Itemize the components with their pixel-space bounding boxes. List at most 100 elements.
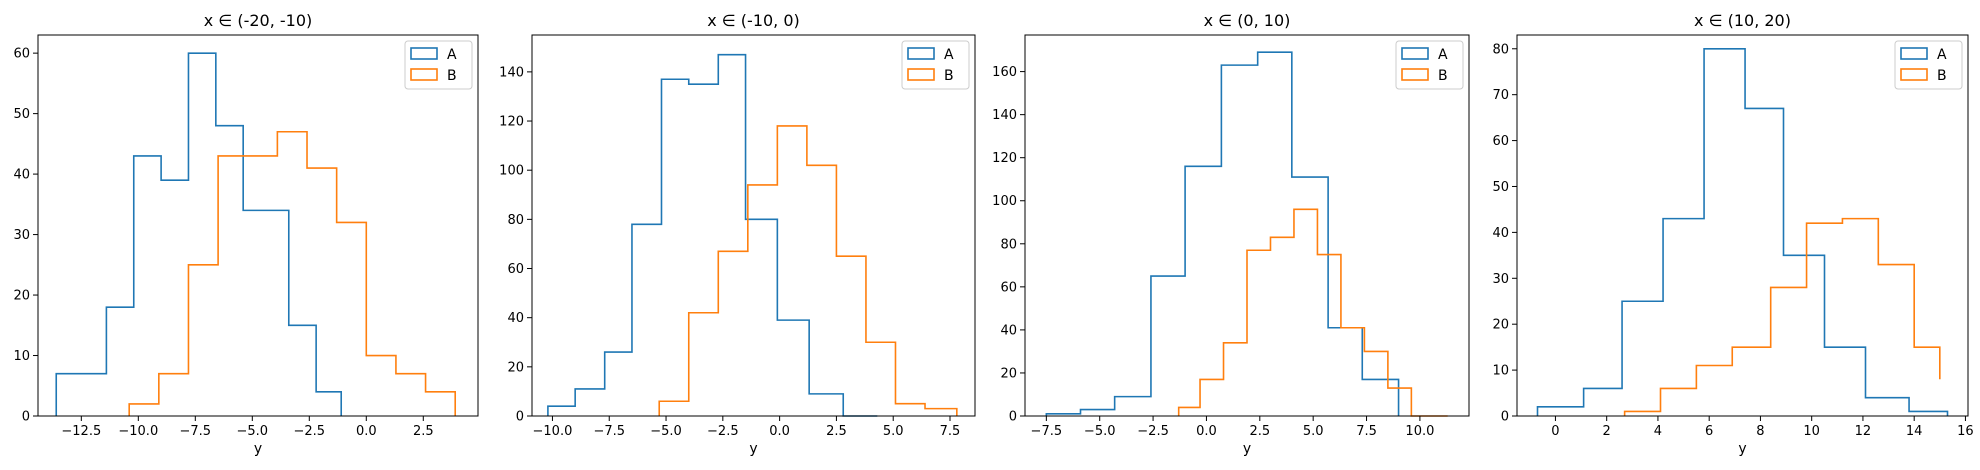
legend-swatch-b <box>1900 68 1928 81</box>
legend: AB <box>901 40 970 90</box>
axes-frame <box>37 34 479 417</box>
y-tick-label: 50 <box>1492 180 1509 195</box>
x-tick-label: 5.0 <box>883 424 904 439</box>
y-tick-label: 80 <box>1492 42 1509 57</box>
legend: AB <box>404 40 473 90</box>
x-tick-label: 0 <box>1551 424 1559 439</box>
chart-panel-3: −7.5 −5.0 −2.5 0.0 2.5 5.0 7.5 10.0 0 20 40 60 80 100… <box>992 11 1470 457</box>
legend-box <box>1395 40 1464 90</box>
y-tick-label: 40 <box>1492 226 1509 241</box>
legend: AB <box>1894 40 1963 90</box>
x-tick-label: −5.0 <box>1084 424 1116 439</box>
legend-label-a: A <box>447 47 457 63</box>
x-tick-label: 14 <box>1906 424 1923 439</box>
series-b-line <box>658 125 958 416</box>
x-tick-label: −5.0 <box>237 424 269 439</box>
legend-swatch-a <box>410 47 438 60</box>
x-tick-label: 2.5 <box>1249 424 1270 439</box>
y-tick-label: 140 <box>499 65 524 80</box>
x-tick-label: −2.5 <box>294 424 326 439</box>
y-tick-label: 30 <box>13 228 30 243</box>
x-tick-label: 2.5 <box>413 424 434 439</box>
x-tick-label: −7.5 <box>180 424 212 439</box>
x-tick-label: −10.0 <box>533 424 573 439</box>
chart-panel-4: 0 2 4 6 8 10 12 14 16 0 10 20 30 40 50 60 70 80 x ∈ (10, 2… <box>1492 11 1973 457</box>
series-b-line <box>1177 208 1448 417</box>
y-tick-label: 80 <box>1000 237 1017 252</box>
axes-frame <box>1516 34 1969 417</box>
x-tick-label: −7.5 <box>1031 424 1063 439</box>
axes-frame <box>1024 34 1470 417</box>
y-tick-label: 60 <box>1000 280 1017 295</box>
y-tick-label: 60 <box>1492 134 1509 149</box>
y-tick-label: 140 <box>992 108 1017 123</box>
y-tick-label: 30 <box>1492 272 1509 287</box>
legend-label-b: B <box>1438 68 1448 84</box>
series-a-line <box>1536 47 1949 416</box>
x-axis-label: y <box>749 441 757 457</box>
legend-swatch-a <box>1401 47 1429 60</box>
y-tick-label: 0 <box>1009 410 1017 425</box>
y-tick-label: 10 <box>1492 364 1509 379</box>
x-tick-label: −10.0 <box>118 424 158 439</box>
legend-swatch-a <box>1900 47 1928 60</box>
x-tick-label: 0.0 <box>769 424 790 439</box>
x-tick-label: 6 <box>1705 424 1713 439</box>
legend-swatch-b <box>1401 68 1429 81</box>
y-tick-label: 160 <box>992 65 1017 80</box>
legend-label-b: B <box>944 68 954 84</box>
x-tick-label: 7.5 <box>1356 424 1377 439</box>
series-b-line <box>128 130 457 416</box>
y-tick-label: 60 <box>13 47 30 62</box>
series-a-line <box>55 52 343 416</box>
chart-title: x ∈ (10, 20) <box>1694 11 1791 30</box>
y-tick-label: 40 <box>1000 323 1017 338</box>
legend-swatch-b <box>907 68 935 81</box>
legend-box <box>901 40 970 90</box>
y-tick-label: 80 <box>507 213 524 228</box>
y-tick-label: 0 <box>1501 410 1509 425</box>
x-tick-label: 8 <box>1756 424 1764 439</box>
x-tick-label: 10.0 <box>1405 424 1434 439</box>
chart-panel-2: −10.0 −7.5 −5.0 −2.5 0.0 2.5 5.0 7.5 0 20 40 60 80 10… <box>499 11 976 457</box>
x-axis-label: y <box>1243 441 1251 457</box>
y-tick-label: 100 <box>499 164 524 179</box>
series-a-line <box>547 53 878 417</box>
x-tick-label: −7.5 <box>593 424 625 439</box>
y-tick-label: 20 <box>1492 318 1509 333</box>
x-tick-label: 0.0 <box>1196 424 1217 439</box>
legend-box <box>404 40 473 90</box>
chart-title: x ∈ (-20, -10) <box>204 11 313 30</box>
y-tick-label: 40 <box>13 168 30 183</box>
y-tick-label: 10 <box>13 349 30 364</box>
chart-panel-1: −12.5 −10.0 −7.5 −5.0 −2.5 0.0 2.5 0 10 20 30 40 50 6… <box>13 11 479 457</box>
y-tick-label: 120 <box>499 115 524 130</box>
y-tick-label: 40 <box>507 311 524 326</box>
legend-swatch-a <box>907 47 935 60</box>
y-tick-label: 20 <box>507 360 524 375</box>
x-tick-label: 5.0 <box>1303 424 1324 439</box>
y-tick-label: 70 <box>1492 88 1509 103</box>
series-b-line <box>1623 217 1941 416</box>
legend-label-b: B <box>447 68 457 84</box>
chart-title: x ∈ (0, 10) <box>1204 11 1291 30</box>
y-tick-label: 0 <box>22 410 30 425</box>
x-tick-label: 2.5 <box>826 424 847 439</box>
x-tick-label: 2 <box>1603 424 1611 439</box>
y-tick-label: 0 <box>516 410 524 425</box>
y-tick-label: 100 <box>992 194 1017 209</box>
x-axis-label: y <box>1738 441 1746 457</box>
legend-label-a: A <box>944 47 954 63</box>
y-tick-label: 20 <box>13 289 30 304</box>
y-tick-label: 50 <box>13 107 30 122</box>
legend-swatch-b <box>410 68 438 81</box>
y-tick-label: 20 <box>1000 366 1017 381</box>
x-axis-label: y <box>254 441 262 457</box>
legend-label-b: B <box>1937 68 1947 84</box>
x-tick-label: 0.0 <box>356 424 377 439</box>
legend: AB <box>1395 40 1464 90</box>
y-tick-label: 120 <box>992 151 1017 166</box>
legend-label-a: A <box>1937 47 1947 63</box>
legend-box <box>1894 40 1963 90</box>
